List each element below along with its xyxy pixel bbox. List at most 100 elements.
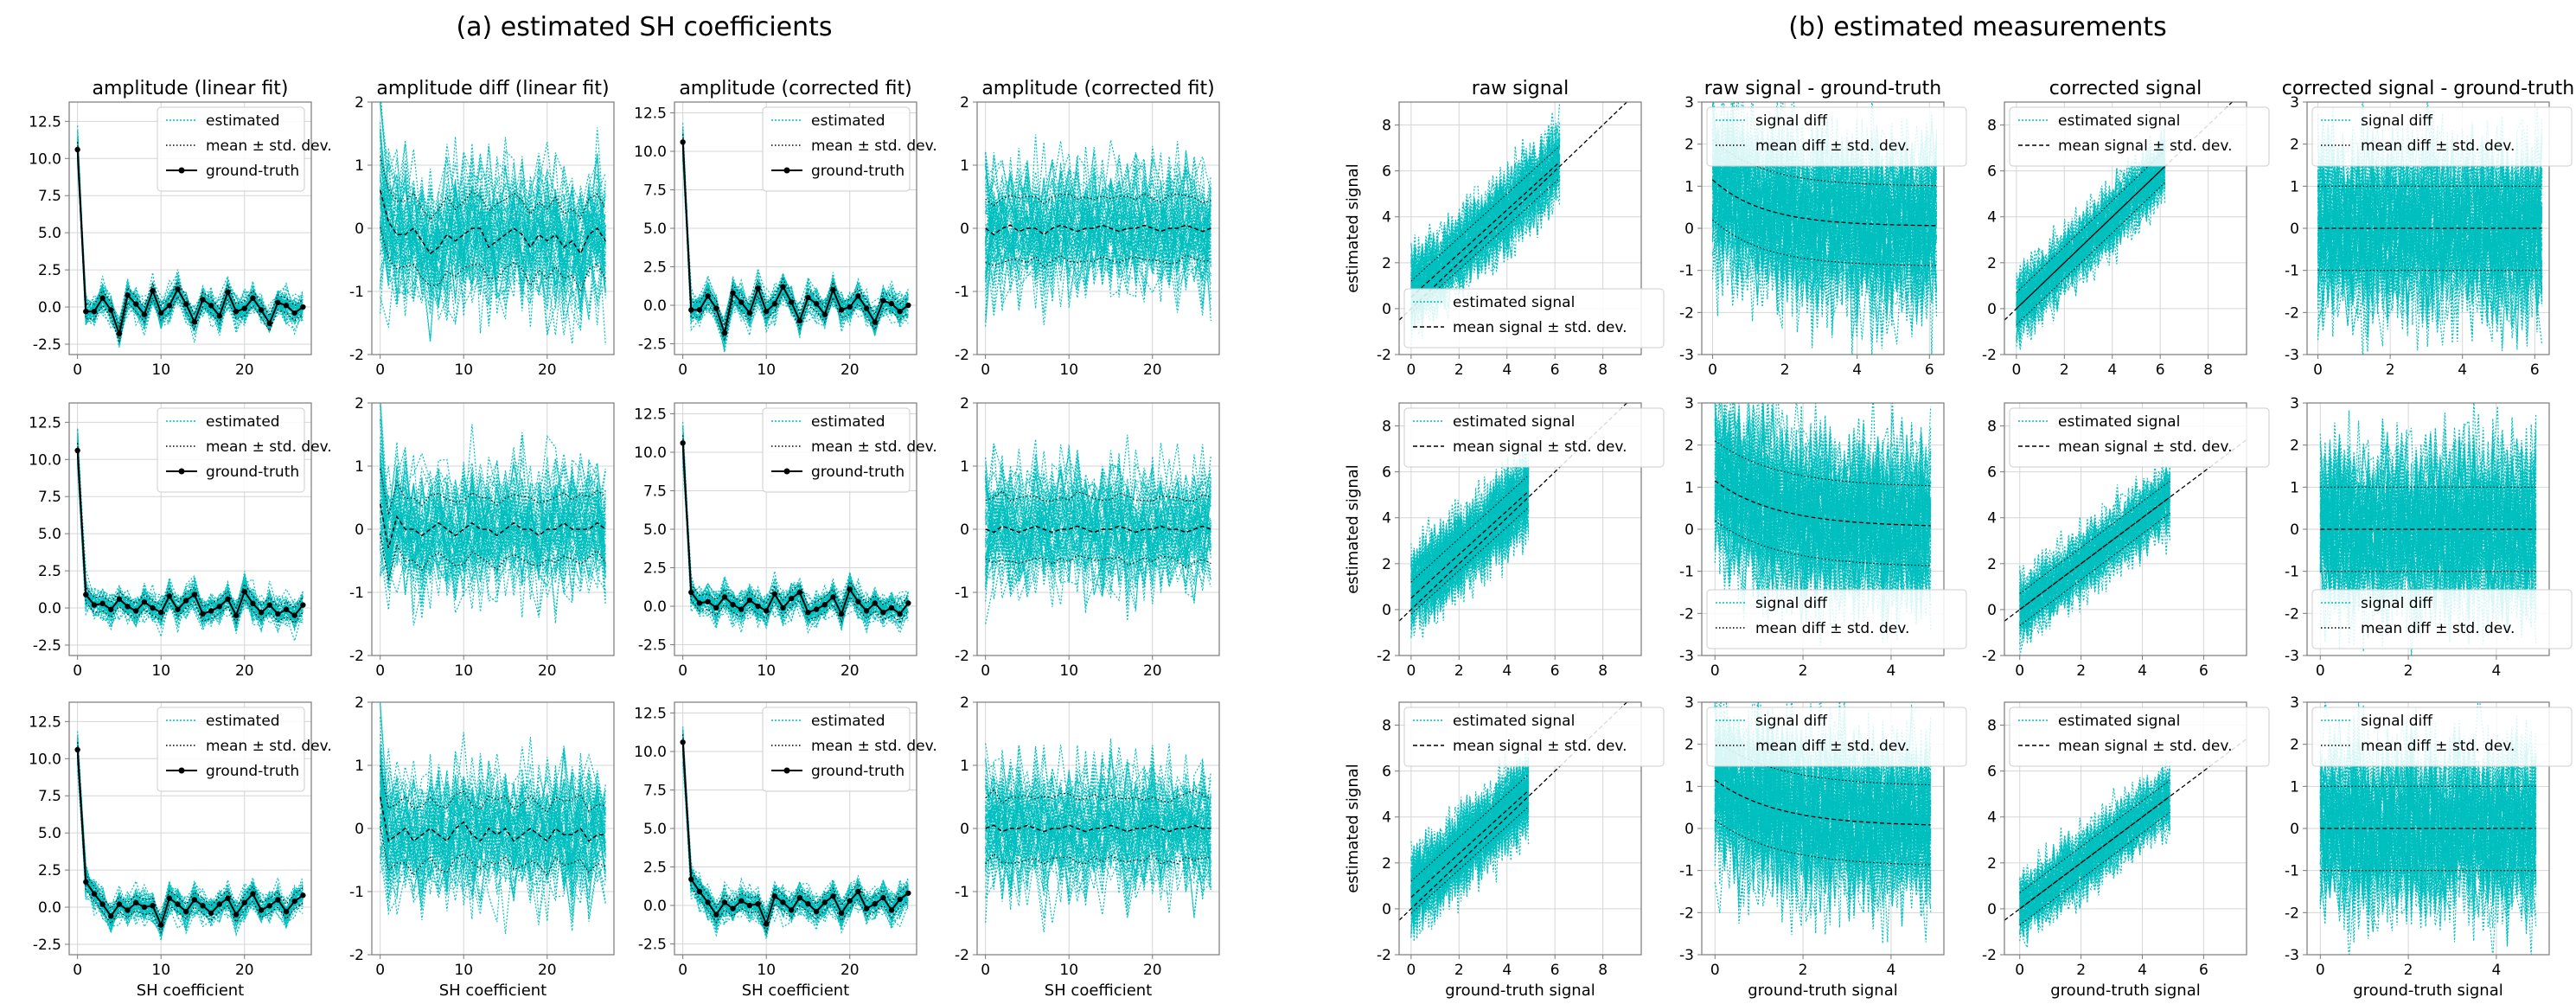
ticks: 0 10 20 -2 -1 0 1 2 — [955, 395, 1162, 680]
ticks: 0 10 20 -2.5 0.0 2.5 5.0 7.5 10.0 12.5 — [29, 113, 253, 379]
ground-truth-point — [141, 904, 148, 911]
legend-label: signal diff — [2361, 112, 2433, 130]
y-tick-label: 5.0 — [643, 821, 667, 838]
axes-frame — [1398, 701, 1642, 956]
estimated-signal-curve — [1410, 488, 1530, 611]
estimated-curve — [682, 736, 909, 929]
std-curve — [380, 468, 606, 515]
estimated-diff-curve — [380, 452, 606, 596]
signal-diff-curve — [2317, 131, 2542, 347]
std-curve — [1410, 806, 1530, 914]
signal-diff-curve — [2319, 445, 2537, 643]
x-tick-label: 0 — [1708, 361, 1717, 379]
ground-truth-point — [863, 305, 870, 311]
ground-truth-line — [681, 142, 909, 336]
legend-label: mean ± std. dev. — [811, 438, 937, 456]
y-tick-label: -1 — [2285, 564, 2299, 581]
estimated-signal-curve — [2016, 155, 2166, 328]
subplot-b-r1-c2: 0 2 4 6 -2 0 2 4 6 8 estimated signal mean signal ±… — [1982, 402, 2270, 680]
estimated-curve — [77, 144, 304, 328]
estimated-diff-curve — [380, 717, 606, 902]
ground-truth-point — [738, 606, 745, 612]
legend-label: estimated signal — [1453, 413, 1575, 431]
y-axis-label: estimated signal — [1344, 163, 1362, 293]
ground-truth-line — [681, 742, 909, 927]
estimated-signal-curve — [2019, 481, 2170, 622]
estimated-diff-curve — [985, 455, 1211, 576]
estimated-diff-curve — [380, 437, 606, 597]
x-tick-label: 4 — [1502, 662, 1512, 680]
y-tick-label: 2 — [1382, 855, 1391, 873]
legend-label: ground-truth — [811, 163, 904, 180]
y-tick-label: -2 — [349, 648, 364, 665]
estimated-diff-curve — [380, 757, 606, 911]
ground-truth-point — [713, 305, 719, 311]
signal-diff-curve — [2319, 448, 2537, 598]
ground-truth-point — [258, 307, 265, 313]
estimated-diff-curve — [380, 177, 606, 326]
y-tick-label: 2 — [355, 694, 364, 712]
axes-frame — [1398, 101, 1642, 355]
ground-truth-point — [108, 913, 114, 919]
estimated-diff-curve — [380, 460, 606, 604]
estimated-signal-curve — [1410, 475, 1530, 625]
estimated-diff-curve — [985, 462, 1211, 587]
y-tick-label: 10.0 — [634, 744, 667, 761]
estimated-diff-curve — [985, 474, 1211, 586]
ground-truth-point — [150, 287, 156, 294]
signal-diff-curve — [1711, 106, 1938, 310]
estimated-diff-curve — [985, 154, 1211, 313]
estimated-curve — [77, 745, 304, 924]
estimated-diff-curve — [985, 152, 1211, 325]
x-tick-label: 10 — [757, 662, 776, 680]
y-tick-label: 3 — [1684, 395, 1694, 412]
y-tick-label: -2 — [349, 347, 364, 364]
legend-label: ground-truth — [811, 464, 904, 481]
std-curve — [2019, 811, 2170, 925]
mean-diff-curve — [1714, 779, 1931, 826]
y-tick-label: 5.0 — [643, 221, 667, 238]
x-tick-label: 0 — [1406, 662, 1416, 680]
y-tick-label: 2.5 — [643, 860, 667, 877]
legend-label: signal diff — [2361, 595, 2433, 612]
y-tick-label: -1 — [955, 284, 969, 301]
estimated-diff-curve — [985, 483, 1211, 582]
signal-diff-curve — [2319, 455, 2537, 629]
estimated-signal-curve — [1410, 158, 1561, 316]
estimated-signal-curve — [2016, 152, 2166, 309]
estimated-signal-curve — [2016, 157, 2166, 324]
estimated-curve — [77, 762, 304, 937]
legend-label: mean diff ± std. dev. — [1755, 738, 1909, 755]
estimated-signal-curve — [2019, 778, 2170, 907]
ground-truth-point — [755, 285, 761, 291]
y-tick-label: 7.5 — [38, 489, 61, 506]
plot-data — [379, 102, 606, 346]
estimated-signal-curve — [2019, 802, 2170, 927]
ticks: 0 10 20 -2.5 0.0 2.5 5.0 7.5 10.0 12.5 — [29, 713, 253, 979]
estimated-curve — [77, 146, 304, 336]
y-tick-label: 0 — [1987, 901, 1997, 918]
estimated-curve — [682, 456, 909, 623]
x-tick-label: 6 — [2156, 361, 2165, 379]
estimated-diff-curve — [985, 759, 1211, 891]
y-tick-label: 1 — [2290, 479, 2299, 496]
estimated-diff-curve — [985, 777, 1211, 900]
signal-diff-curve — [1714, 726, 1932, 923]
estimated-diff-curve — [380, 451, 606, 614]
ticks: 0 2 4 6 -3 -2 -1 0 1 2 3 — [1679, 94, 1934, 379]
ground-truth-point — [863, 608, 870, 614]
y-tick-label: 0.0 — [643, 297, 667, 315]
y-tick-label: 2.5 — [38, 563, 61, 580]
legend-label: ground-truth — [206, 163, 299, 180]
estimated-diff-curve — [380, 759, 606, 918]
estimated-diff-curve — [380, 747, 606, 909]
estimated-diff-curve — [380, 405, 606, 617]
estimated-diff-curve — [985, 777, 1211, 886]
y-tick-label: 2 — [1684, 737, 1694, 754]
ground-truth-point — [780, 604, 786, 611]
estimated-signal-curve — [1410, 148, 1561, 315]
estimated-diff-curve — [985, 158, 1211, 306]
estimated-diff-curve — [380, 754, 606, 922]
ground-truth-point — [191, 592, 198, 598]
ground-truth-point — [705, 899, 711, 905]
